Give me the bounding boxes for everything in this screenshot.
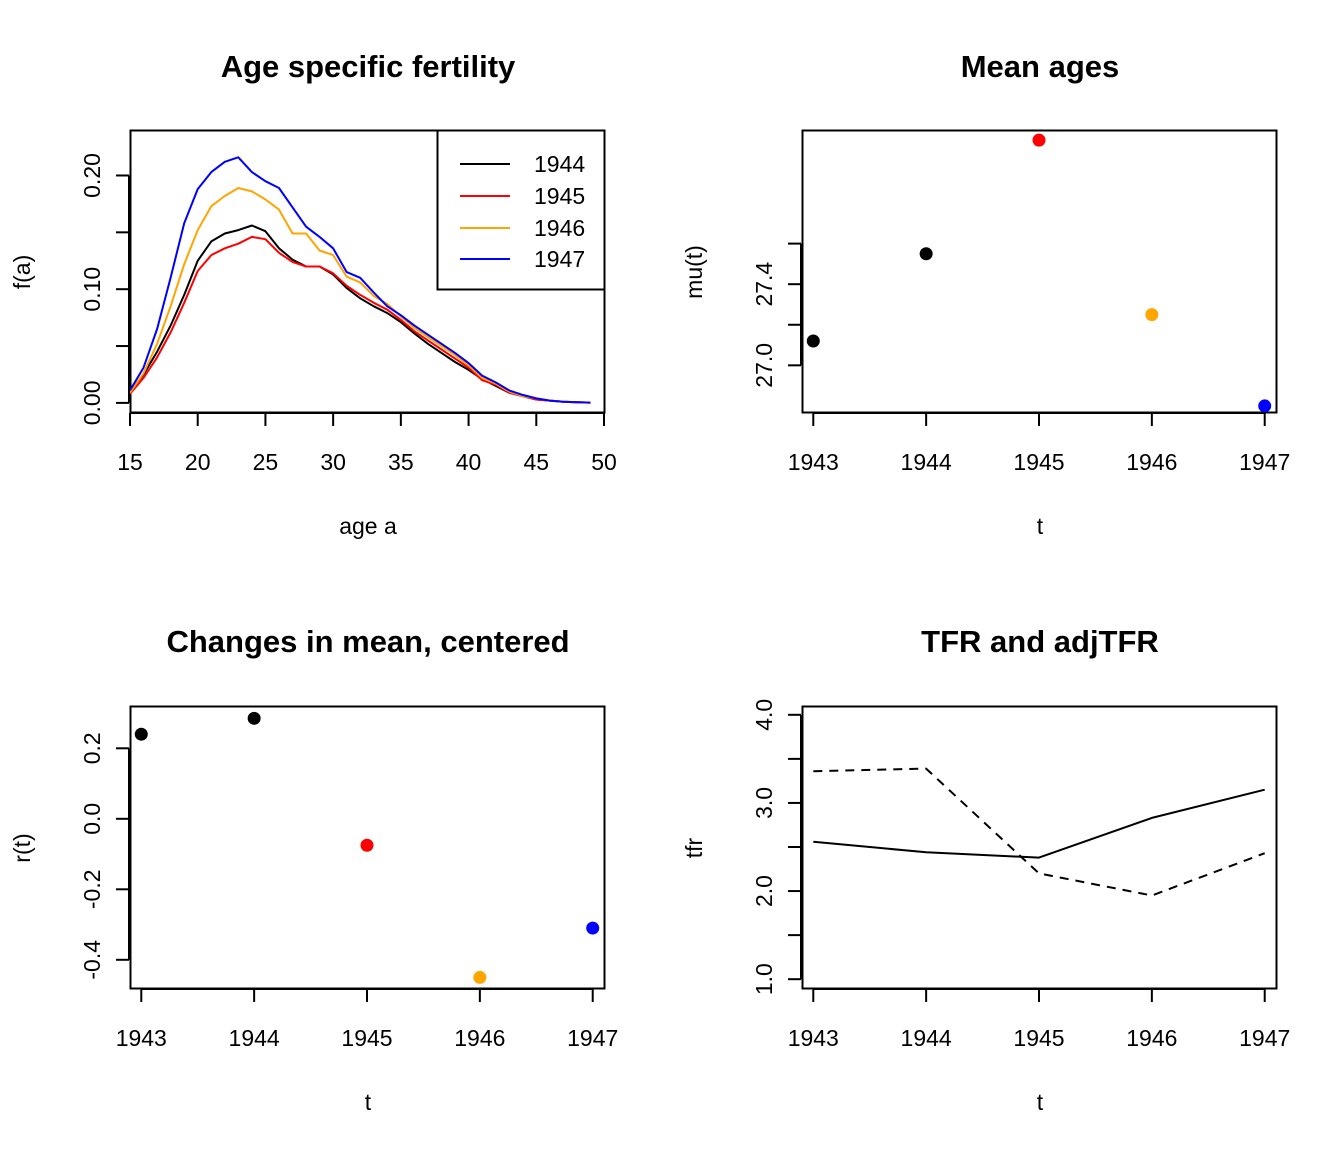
- data-point: [806, 334, 820, 348]
- y-tick-label: 4.0: [751, 699, 777, 731]
- data-point: [134, 727, 148, 741]
- plot-marks: [813, 767, 1266, 897]
- data-point: [919, 247, 933, 261]
- legend-label: 1945: [534, 183, 585, 209]
- y-axis: 27.0 27.4: [751, 242, 802, 388]
- x-tick-label: 1947: [1239, 1025, 1290, 1051]
- x-tick-label: 20: [185, 449, 211, 475]
- y-tick-label: 2.0: [751, 875, 777, 907]
- x-axis-label: t: [1037, 1089, 1044, 1115]
- chart-title: Changes in mean, centered: [166, 624, 569, 659]
- x-tick-label: 25: [253, 449, 279, 475]
- y-axis-label: tfr: [681, 837, 707, 858]
- x-tick-label: 1945: [341, 1025, 392, 1051]
- x-tick-label: 15: [117, 449, 143, 475]
- y-tick-label: 3.0: [751, 787, 777, 819]
- x-tick-label: 50: [591, 449, 617, 475]
- x-tick-label: 35: [388, 449, 414, 475]
- y-tick-label: -0.2: [79, 869, 105, 909]
- plot-marks: [806, 133, 1272, 413]
- series-line: [129, 187, 591, 404]
- data-point: [360, 838, 374, 852]
- x-axis: 1943 1944 1945 1946 1947: [788, 412, 1290, 475]
- chart-title: Mean ages: [961, 49, 1120, 84]
- legend-label: 1944: [534, 151, 585, 177]
- x-tick-label: 30: [320, 449, 346, 475]
- legend-entry: 1945: [460, 183, 585, 209]
- data-point: [1145, 308, 1159, 322]
- x-tick-label: 1946: [1126, 449, 1177, 475]
- y-tick-label: 0.20: [79, 153, 105, 198]
- series-line: [129, 156, 591, 404]
- x-axis: 1943 1944 1945 1946 1947: [116, 988, 618, 1051]
- legend: 1944 1945 1946 1947: [436, 129, 606, 291]
- y-tick-label: 0.2: [79, 732, 105, 764]
- x-tick-label: 1944: [901, 449, 952, 475]
- data-point: [1258, 399, 1272, 413]
- x-axis-label: age a: [339, 513, 397, 539]
- data-point: [586, 921, 600, 935]
- data-point: [473, 970, 487, 984]
- legend-entry: 1947: [460, 246, 585, 272]
- y-tick-label: 0.10: [79, 267, 105, 312]
- data-point: [1032, 133, 1046, 147]
- x-axis: 1943 1944 1945 1946 1947: [788, 988, 1290, 1051]
- y-axis: -0.4 -0.2 0.0 0.2: [79, 732, 130, 980]
- x-axis-label: t: [1037, 513, 1044, 539]
- y-tick-label: -0.4: [79, 940, 105, 980]
- y-tick-label: 27.4: [751, 262, 777, 307]
- plot-marks: [129, 156, 591, 404]
- x-tick-label: 1943: [116, 1025, 167, 1051]
- x-tick-label: 1947: [567, 1025, 618, 1051]
- chart-title: Age specific fertility: [221, 49, 516, 84]
- x-tick-label: 1947: [1239, 449, 1290, 475]
- x-tick-label: 1946: [454, 1025, 505, 1051]
- x-tick-label: 1943: [788, 1025, 839, 1051]
- y-axis: 0.00 0.10 0.20: [79, 153, 130, 426]
- legend-label: 1947: [534, 246, 585, 272]
- data-point: [247, 711, 261, 725]
- x-tick-label: 45: [523, 449, 549, 475]
- x-tick-label: 1944: [901, 1025, 952, 1051]
- panel-mean-ages: Mean ages t mu(t) 1943 1944 1945 1946 1947 2…: [681, 49, 1290, 539]
- panel-age-specific-fertility: Age specific fertility age a f(a) 15 20 25…: [9, 49, 617, 539]
- legend-box: [436, 129, 606, 291]
- y-tick-label: 0.00: [79, 381, 105, 426]
- y-tick-label: 1.0: [751, 963, 777, 995]
- x-axis: 15 20 25 30 35 40 45 50: [117, 412, 617, 475]
- series-line: [813, 767, 1266, 897]
- x-tick-label: 1943: [788, 449, 839, 475]
- y-axis-label: f(a): [9, 255, 35, 290]
- x-tick-label: 1945: [1013, 1025, 1064, 1051]
- y-axis-label: r(t): [9, 833, 35, 862]
- plot-marks: [134, 711, 600, 984]
- x-tick-label: 1945: [1013, 449, 1064, 475]
- x-tick-label: 1944: [229, 1025, 280, 1051]
- legend-label: 1946: [534, 215, 585, 241]
- panel-tfr-adjtfr: TFR and adjTFR t tfr 1943 1944 1945 1946 194…: [681, 624, 1290, 1115]
- x-tick-label: 40: [456, 449, 482, 475]
- panel-changes-in-mean: Changes in mean, centered t r(t) 1943 194…: [9, 624, 618, 1115]
- x-axis-label: t: [365, 1089, 372, 1115]
- legend-entry: 1946: [460, 215, 585, 241]
- y-tick-label: 27.0: [751, 343, 777, 388]
- y-axis-label: mu(t): [681, 245, 707, 299]
- y-tick-label: 0.0: [79, 803, 105, 835]
- series-line: [813, 788, 1265, 859]
- plot-frame: [801, 129, 1278, 414]
- chart-title: TFR and adjTFR: [921, 624, 1159, 659]
- y-axis: 1.0 2.0 3.0 4.0: [751, 699, 802, 995]
- legend-entry: 1944: [460, 151, 585, 177]
- x-tick-label: 1946: [1126, 1025, 1177, 1051]
